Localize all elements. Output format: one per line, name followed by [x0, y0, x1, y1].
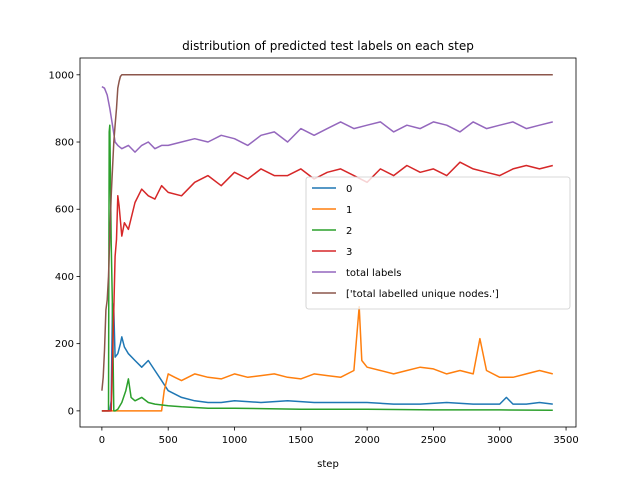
- x-tick-label: 2500: [421, 435, 446, 446]
- x-tick-label: 1000: [222, 435, 247, 446]
- legend-label: 3: [346, 247, 352, 258]
- x-axis-label: step: [317, 459, 339, 470]
- series-line-0: [101, 302, 553, 412]
- axes-frame: [79, 57, 577, 428]
- axis-ticks: 0 500 1000 1500 2000 2500 3000 3500 0 200 400 600 80…: [49, 70, 579, 446]
- x-tick-label: 3000: [487, 435, 512, 446]
- y-tick-label: 1000: [49, 70, 74, 81]
- y-tick-label: 200: [55, 339, 74, 350]
- x-tick-label: 500: [159, 435, 178, 446]
- legend-label: 0: [346, 184, 352, 195]
- y-tick-label: 0: [68, 406, 74, 417]
- y-tick-label: 400: [55, 272, 74, 283]
- series-line-4: [101, 85, 553, 153]
- x-tick-label: 1500: [288, 435, 313, 446]
- legend-label: 1: [346, 205, 352, 216]
- plot-area: [101, 74, 553, 412]
- x-tick-label: 0: [99, 435, 105, 446]
- legend-box: [305, 176, 571, 310]
- y-tick-label: 600: [55, 205, 74, 216]
- legend-label: 2: [346, 226, 352, 237]
- legend-label: total labels: [346, 268, 401, 279]
- series-line-1: [101, 305, 553, 412]
- legend-label: ['total labelled unique nodes.']: [346, 289, 499, 300]
- x-tick-label: 2000: [354, 435, 379, 446]
- x-tick-label: 3500: [553, 435, 578, 446]
- chart-title: distribution of predicted test labels on…: [182, 39, 474, 53]
- legend: 0 1 2 3 total labels ['total labelled unique …: [305, 176, 571, 310]
- series-line-5: [101, 74, 553, 391]
- series-line-3: [101, 161, 553, 412]
- series-line-2: [101, 124, 553, 412]
- y-tick-label: 800: [55, 138, 74, 149]
